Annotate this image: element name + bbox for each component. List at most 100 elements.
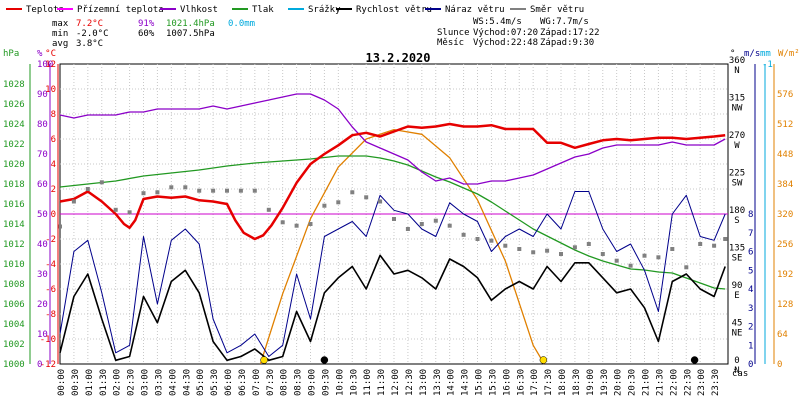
axis-tick-pct: 0 — [37, 360, 42, 370]
x-tick-label: 03:30 — [154, 369, 164, 396]
wind-direction-point — [475, 237, 480, 241]
x-tick-label: 02:00 — [113, 369, 123, 396]
axis-compass-direction: N — [734, 366, 739, 376]
x-tick-label: 20:30 — [628, 369, 638, 396]
x-tick-label: 23:30 — [711, 369, 721, 396]
x-tick-label: 10:30 — [349, 369, 359, 396]
legend-label-3: Tlak — [252, 5, 274, 15]
x-tick-label: 00:30 — [71, 369, 81, 396]
x-tick-label: 18:30 — [572, 369, 582, 396]
axis-tick-celsius: 6 — [51, 135, 56, 145]
stats-max-humidity: 91% — [138, 19, 155, 29]
wind-direction-point — [433, 218, 438, 223]
axis-tick-celsius: 10 — [45, 85, 56, 95]
axis-tick-direction: 45 — [732, 319, 743, 329]
wind-direction-point — [336, 200, 341, 205]
x-tick-label: 13:00 — [419, 369, 429, 396]
axis-tick-hpa: 1020 — [3, 160, 25, 170]
axis-tick-direction: 270 — [729, 131, 745, 141]
x-tick-label: 01:00 — [85, 369, 95, 396]
x-tick-label: 20:00 — [614, 369, 624, 396]
axis-tick-wm2: 448 — [777, 150, 793, 160]
stats-avg-temp: 3.8°C — [76, 39, 103, 49]
axis-tick-hpa: 1006 — [3, 300, 25, 310]
axis-tick-hpa: 1024 — [3, 120, 25, 130]
legend-label-0: Teplota — [26, 5, 64, 15]
wind-direction-point — [378, 199, 383, 204]
axis-tick-direction: 225 — [729, 169, 745, 179]
axis-tick-wm2: 384 — [777, 180, 793, 190]
wind-direction-point — [127, 210, 132, 215]
wind-direction-point — [266, 207, 271, 212]
axis-tick-celsius: 4 — [51, 160, 56, 170]
wind-direction-point — [531, 250, 536, 255]
axis-tick-pct: 50 — [37, 210, 48, 220]
wind-direction-point — [322, 203, 327, 208]
wind-direction-point — [614, 258, 619, 263]
axis-tick-pct: 10 — [37, 330, 48, 340]
axis-tick-ms: 8 — [748, 210, 753, 220]
info-block: WS:5.4m/s WG:7.7m/s Slunce Východ:07:20 … — [437, 17, 600, 48]
x-tick-label: 22:00 — [669, 369, 679, 396]
axis-tick-hpa: 1026 — [3, 100, 25, 110]
wind-direction-point — [559, 252, 563, 256]
wind-direction-point — [155, 190, 160, 195]
x-tick-label: 15:00 — [475, 369, 485, 396]
x-tick-label: 13:30 — [433, 369, 443, 396]
axis-tick-celsius: -8 — [45, 310, 56, 320]
axis-tick-celsius: 0 — [51, 210, 56, 220]
wind-direction-point — [280, 220, 285, 225]
axis-tick-wm2: 320 — [777, 210, 793, 220]
x-tick-label: 12:00 — [391, 369, 401, 396]
axis-tick-hpa: 1016 — [3, 200, 25, 210]
wind-direction-point — [350, 190, 355, 195]
moon-marker — [690, 356, 699, 364]
info-moon-label: Měsíc — [437, 38, 464, 48]
stats-max-temp: 7.2°C — [76, 19, 103, 29]
axis-tick-direction: 360 — [729, 56, 745, 66]
wind-direction-point — [517, 247, 522, 251]
x-tick-label: 04:30 — [182, 369, 192, 396]
x-tick-label: 02:30 — [127, 369, 137, 396]
wind-direction-point — [225, 188, 229, 193]
axis-tick-ms: 5 — [748, 266, 753, 276]
wind-direction-point — [183, 185, 188, 190]
axis-tick-celsius: -12 — [40, 360, 56, 370]
axes-layer: hPa1000100210041006100810101012101410161… — [3, 49, 800, 396]
x-tick-label: 16:30 — [516, 369, 526, 396]
info-sunset: Západ:17:22 — [540, 28, 600, 38]
wind-direction-point — [99, 180, 104, 185]
x-tick-label: 22:30 — [683, 369, 693, 396]
x-tick-label: 06:30 — [238, 369, 248, 396]
stats-avg-label: avg — [52, 39, 68, 49]
wind-direction-point — [628, 263, 633, 268]
wind-direction-point — [489, 238, 494, 243]
series-layer — [58, 93, 728, 365]
info-wg: WG:7.7m/s — [540, 17, 589, 27]
x-tick-label: 01:30 — [99, 369, 109, 396]
axis-tick-direction: 135 — [729, 244, 745, 254]
wind-direction-point — [364, 195, 369, 200]
axis-tick-hpa: 1002 — [3, 340, 25, 350]
legend-label-6: Náraz větru — [445, 5, 505, 15]
axis-compass-direction: W — [734, 141, 740, 151]
x-tick-label: 21:30 — [655, 369, 665, 396]
wind-direction-point — [572, 245, 577, 250]
axis-tick-ms: 7 — [748, 229, 753, 239]
wind-direction-point — [600, 252, 605, 256]
x-tick-label: 17:00 — [530, 369, 540, 396]
chart-title: 13.2.2020 — [365, 51, 430, 65]
info-sunrise: Východ:07:20 — [473, 28, 538, 38]
stats-min-label: min — [52, 29, 68, 39]
x-tick-label: 14:00 — [447, 369, 457, 396]
axis-unit-hpa: hPa — [3, 49, 19, 59]
wind-direction-point — [197, 188, 202, 193]
wind-direction-point — [670, 247, 675, 251]
x-tick-label: 05:30 — [210, 369, 220, 396]
axis-tick-celsius: -6 — [45, 285, 56, 295]
wind-direction-point — [698, 242, 703, 246]
axis-tick-ms: 2 — [748, 323, 753, 333]
axis-unit-wm2: W/m² — [778, 49, 800, 59]
series-teplota — [59, 122, 726, 241]
stats-min-pressure: 1007.5hPa — [166, 29, 215, 39]
